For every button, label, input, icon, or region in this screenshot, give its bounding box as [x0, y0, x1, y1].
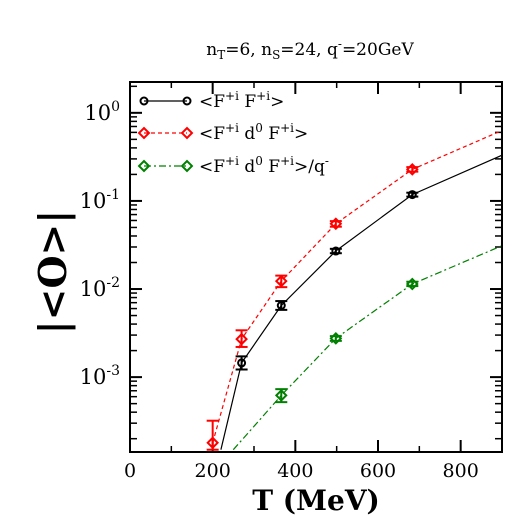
- legend-marker-1a: [139, 96, 149, 106]
- title-q-val: =20GeV: [342, 40, 415, 60]
- legend-entry-1: <F+i F+i>: [139, 89, 284, 112]
- data-point: [274, 389, 288, 402]
- title-nT-base: n: [206, 40, 217, 60]
- x-tick-label: 400: [277, 460, 313, 482]
- data-point: [237, 358, 247, 368]
- plot-frame: [129, 81, 503, 453]
- data-point: [329, 217, 343, 231]
- data-point: [331, 246, 341, 256]
- legend-marker-2b: [180, 126, 194, 140]
- data-point: [274, 274, 288, 288]
- legend-marker-2a: [137, 126, 151, 140]
- legend-entry-3: <F+i d0 F+i>/q-: [137, 154, 329, 177]
- chart-title: nT=6, nS=24, q-=20GeV: [206, 37, 414, 62]
- x-tick-label: 800: [443, 460, 479, 482]
- legend-label-3: <F+i d0 F+i>/q-: [199, 154, 329, 177]
- title-q-sup: -: [338, 37, 342, 51]
- x-axis-label: T (MeV): [252, 484, 380, 517]
- series-line-1: [220, 154, 502, 450]
- x-tick-label: 0: [124, 460, 136, 482]
- legend: <F+i F+i> <F+i d0 F+i> <F+i d0 F+i>/q-: [137, 89, 329, 177]
- legend-marker-3a: [137, 159, 151, 173]
- data-point: [206, 436, 220, 450]
- title-nT-sub: T: [217, 48, 225, 62]
- legend-entry-2: <F+i d0 F+i>: [137, 121, 308, 144]
- legend-label-2: <F+i d0 F+i>: [199, 121, 308, 144]
- legend-marker-1b: [182, 96, 192, 106]
- series-line-2: [212, 129, 502, 443]
- y-tick-label: 10-1: [80, 187, 120, 213]
- series-line-3: [232, 245, 502, 451]
- title-q-base: q: [327, 40, 338, 60]
- x-tick-label: 600: [360, 460, 396, 482]
- data-point: [276, 301, 286, 311]
- legend-label-1: <F+i F+i>: [199, 89, 284, 112]
- y-tick-label: 10-2: [80, 275, 120, 301]
- x-tick-label: 200: [195, 460, 231, 482]
- data-point: [405, 277, 419, 291]
- title-nS-val: =24,: [280, 40, 327, 60]
- data-point: [329, 332, 343, 345]
- data-point: [235, 332, 248, 346]
- title-nS-base: n: [261, 40, 272, 60]
- y-tick-label: 10-3: [80, 363, 120, 389]
- y-tick-label: 100: [84, 99, 120, 125]
- data-point: [407, 190, 417, 200]
- y-axis-label: |<O>|: [30, 210, 75, 334]
- title-nS-sub: S: [272, 48, 280, 62]
- data-point: [405, 163, 419, 176]
- title-nT-val: =6,: [225, 40, 261, 60]
- legend-marker-3b: [180, 159, 194, 173]
